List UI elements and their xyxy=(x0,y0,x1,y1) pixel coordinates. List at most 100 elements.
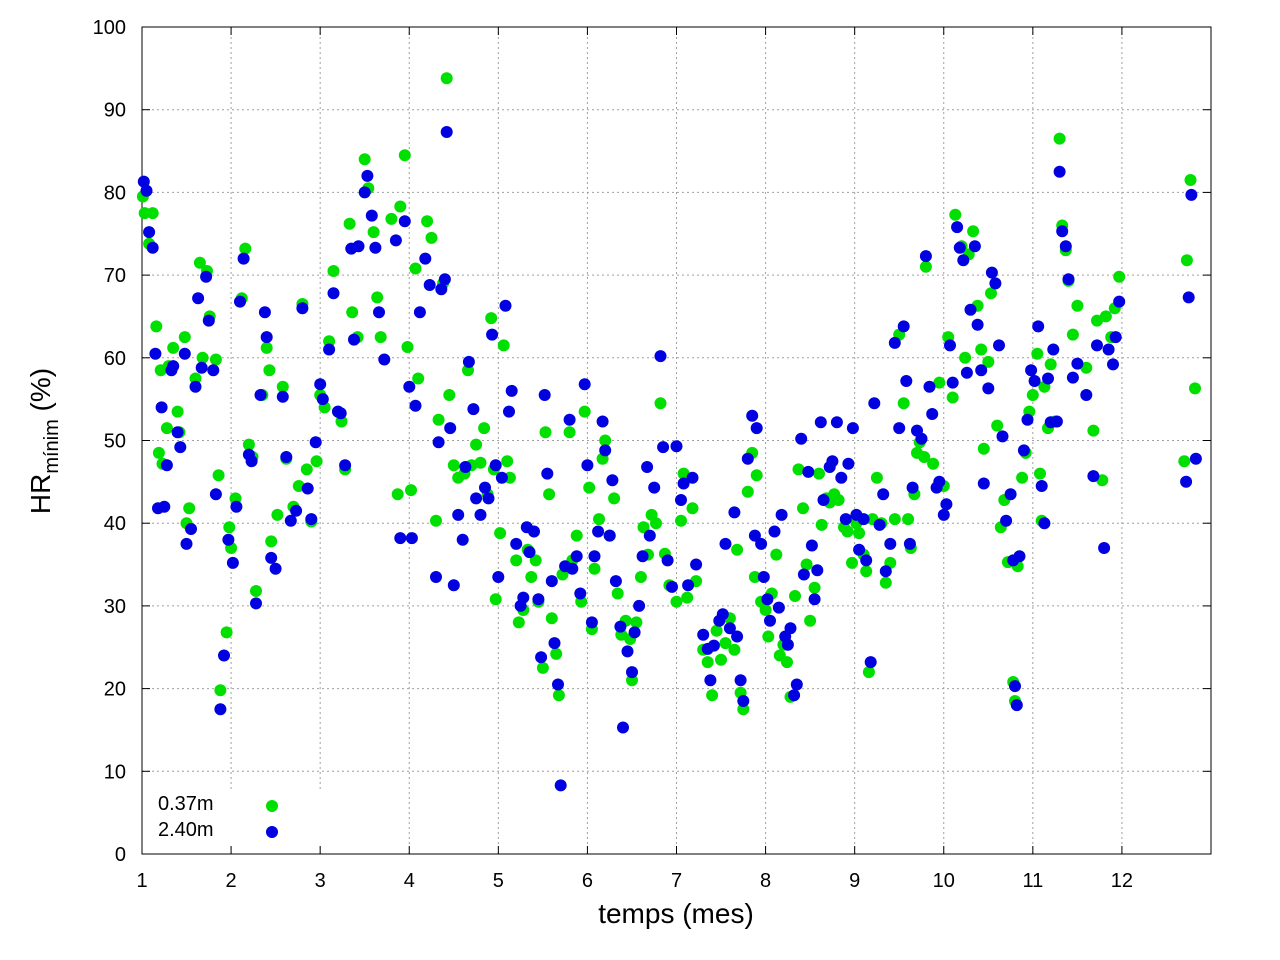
data-point xyxy=(846,556,858,569)
data-point xyxy=(1025,364,1038,377)
data-point xyxy=(800,558,813,571)
data-point xyxy=(1050,415,1063,428)
data-point xyxy=(1091,314,1103,327)
data-point xyxy=(296,302,309,315)
data-point xyxy=(452,508,465,521)
data-point xyxy=(985,287,997,300)
data-point xyxy=(857,513,870,526)
data-point xyxy=(583,481,596,494)
data-point xyxy=(486,328,499,341)
data-point xyxy=(440,126,453,138)
x-tick-label: 1 xyxy=(136,870,147,892)
data-point xyxy=(1056,225,1069,238)
data-point xyxy=(643,529,656,542)
data-point xyxy=(918,451,931,463)
data-point xyxy=(371,291,384,304)
data-point xyxy=(781,638,794,651)
data-point xyxy=(805,539,818,552)
data-point xyxy=(536,661,549,674)
data-point xyxy=(578,405,591,418)
data-point xyxy=(543,488,556,501)
data-point xyxy=(566,562,579,575)
data-point xyxy=(860,565,873,578)
data-point xyxy=(1047,343,1060,356)
x-tick-label: 3 xyxy=(315,870,326,892)
legend: 0.37m 2.40m xyxy=(150,790,350,844)
data-point xyxy=(207,364,220,377)
data-point xyxy=(842,457,855,470)
data-point xyxy=(697,628,710,641)
data-point xyxy=(888,513,901,526)
data-point xyxy=(761,593,774,606)
data-point xyxy=(588,550,601,563)
data-point xyxy=(748,571,761,583)
data-point xyxy=(421,215,434,228)
x-tick-label: 10 xyxy=(933,870,955,892)
data-point xyxy=(358,186,371,199)
x-tick-label: 8 xyxy=(760,870,771,892)
data-point xyxy=(202,314,215,327)
data-point xyxy=(1034,467,1046,480)
data-point xyxy=(633,599,646,612)
data-point xyxy=(545,575,558,588)
data-point xyxy=(675,514,687,527)
data-point xyxy=(946,376,959,389)
legend-marker-0 xyxy=(266,800,278,812)
data-point xyxy=(430,514,442,527)
data-point xyxy=(630,616,643,629)
data-point xyxy=(1099,310,1112,323)
data-point xyxy=(982,382,995,395)
legend-background xyxy=(150,790,350,844)
data-point xyxy=(715,653,727,666)
data-point xyxy=(1021,413,1034,426)
data-point xyxy=(365,209,378,222)
data-point xyxy=(358,153,371,166)
data-point xyxy=(877,488,890,501)
data-point xyxy=(432,436,445,449)
data-point xyxy=(539,426,552,439)
data-point xyxy=(146,241,159,254)
data-point xyxy=(737,695,750,707)
data-point xyxy=(482,492,495,505)
data-point xyxy=(505,384,518,397)
data-point xyxy=(1098,542,1111,554)
data-point xyxy=(223,521,236,534)
data-point xyxy=(385,212,398,225)
data-point xyxy=(879,565,892,578)
data-point xyxy=(737,703,750,716)
data-point xyxy=(1184,174,1197,186)
data-point xyxy=(171,426,184,439)
data-point xyxy=(200,270,213,283)
data-point xyxy=(432,413,445,426)
data-point xyxy=(982,355,995,368)
data-point xyxy=(276,380,289,393)
data-point xyxy=(1080,361,1093,374)
data-point xyxy=(897,320,910,333)
data-point xyxy=(811,564,824,577)
data-point xyxy=(218,649,230,662)
data-point xyxy=(254,389,267,401)
data-point xyxy=(593,513,605,526)
data-point xyxy=(305,513,318,526)
data-point xyxy=(728,643,741,656)
data-point xyxy=(489,459,502,472)
x-axis-label: temps (mes) xyxy=(598,898,754,929)
data-point xyxy=(1096,474,1109,487)
data-point xyxy=(781,656,793,669)
data-point xyxy=(675,494,687,506)
data-point xyxy=(815,518,828,531)
data-point xyxy=(677,467,690,480)
data-point xyxy=(719,537,732,550)
data-point xyxy=(301,482,314,495)
x-tick-label: 6 xyxy=(582,870,593,892)
data-point xyxy=(447,579,460,592)
data-point xyxy=(808,593,821,606)
data-point xyxy=(592,525,605,538)
data-point xyxy=(343,217,356,230)
data-point xyxy=(269,562,282,575)
data-point xyxy=(171,405,184,418)
data-point xyxy=(1189,382,1201,395)
data-point xyxy=(167,341,180,354)
data-point xyxy=(686,502,699,515)
data-point xyxy=(1180,254,1193,267)
